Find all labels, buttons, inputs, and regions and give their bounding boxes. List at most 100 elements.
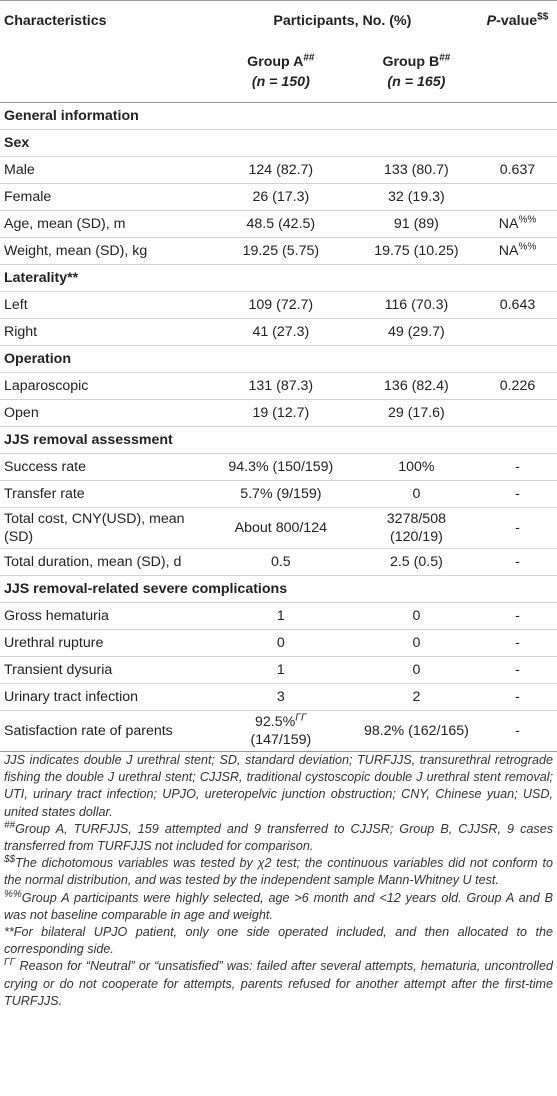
table-section-row: JJS removal-related severe complications	[0, 575, 557, 603]
group-b-value: 91 (89)	[354, 210, 478, 238]
row-label: Left	[0, 291, 207, 319]
group-a-value: 3	[206, 683, 355, 711]
results-table: Characteristics Participants, No. (%) P-…	[0, 0, 557, 752]
group-b-value: 2.5 (0.5)	[354, 548, 478, 576]
row-label: Urethral rupture	[0, 629, 207, 657]
p-value: -	[477, 480, 557, 508]
table-section-row: Laterality**	[0, 264, 557, 292]
header-group-a: Group A## (n = 150)	[206, 41, 355, 103]
table-row: Satisfaction rate of parents 92.5%ΓΓ (147/…	[0, 710, 557, 752]
row-label: Age, mean (SD), m	[0, 210, 207, 238]
table-section-row: General information	[0, 102, 557, 130]
p-value: -	[477, 548, 557, 576]
group-a-value: 124 (82.7)	[206, 156, 355, 184]
group-a-value: 48.5 (42.5)	[206, 210, 355, 238]
row-label: Laparoscopic	[0, 372, 207, 400]
header-group-b: Group B## (n = 165)	[354, 41, 478, 103]
group-a-value: 131 (87.3)	[206, 372, 355, 400]
section-label: JJS removal assessment	[0, 426, 557, 454]
table-row: Success rate 94.3% (150/159) 100% -	[0, 453, 557, 481]
footnote-abbreviations: JJS indicates double J urethral stent; S…	[4, 753, 553, 819]
p-value: NA%%	[477, 210, 557, 238]
group-a-value: 41 (27.3)	[206, 318, 355, 346]
section-label: Sex	[0, 129, 557, 157]
footnote-groups: ##Group A, TURFJJS, 159 attempted and 9 …	[4, 819, 553, 854]
p-value: -	[477, 453, 557, 481]
p-value	[477, 318, 557, 346]
group-b-value: 32 (19.3)	[354, 183, 478, 211]
footnote-selection: %%Group A participants were highly selec…	[4, 888, 553, 922]
header-group-a-n: (n = 150)	[251, 73, 310, 90]
table-row: Total cost, CNY(USD), mean (SD) About 800…	[0, 507, 557, 549]
row-label: Total cost, CNY(USD), mean (SD)	[0, 507, 207, 549]
group-a-value: 19 (12.7)	[206, 399, 355, 427]
table-row: Age, mean (SD), m 48.5 (42.5) 91 (89) NA%%	[0, 210, 557, 238]
header-participants: Participants, No. (%)	[206, 0, 478, 41]
row-label: Urinary tract infection	[0, 683, 207, 711]
section-label: Operation	[0, 345, 557, 373]
group-b-value: 136 (82.4)	[354, 372, 478, 400]
table-row: Transient dysuria 1 0-	[0, 656, 557, 684]
group-a-value: 1	[206, 656, 355, 684]
table-row: Urinary tract infection 3 2-	[0, 683, 557, 711]
group-a-value: About 800/124	[206, 507, 355, 549]
group-a-value: 1	[206, 602, 355, 630]
section-label: General information	[0, 102, 557, 130]
group-b-value: 0	[354, 656, 478, 684]
table-row: Right 41 (27.3) 49 (29.7)	[0, 318, 557, 346]
group-b-value: 0	[354, 629, 478, 657]
group-b-value: 19.75 (10.25)	[354, 237, 478, 265]
group-a-value: 26 (17.3)	[206, 183, 355, 211]
p-value	[477, 183, 557, 211]
table-row: Transfer rate 5.7% (9/159) 0-	[0, 480, 557, 508]
row-label: Open	[0, 399, 207, 427]
table-row: Female 26 (17.3) 32 (19.3)	[0, 183, 557, 211]
table-row: Urethral rupture 0 0-	[0, 629, 557, 657]
row-label: Success rate	[0, 453, 207, 481]
table-row: Left 109 (72.7) 116 (70.3) 0.643	[0, 291, 557, 319]
table-footnotes: JJS indicates double J urethral stent; S…	[4, 752, 553, 1010]
row-label: Right	[0, 318, 207, 346]
group-b-value: 49 (29.7)	[354, 318, 478, 346]
p-value: -	[477, 602, 557, 630]
table-row: Weight, mean (SD), kg 19.25 (5.75) 19.75 (…	[0, 237, 557, 265]
footnote-tests: $$The dichotomous variables was tested b…	[4, 854, 553, 888]
group-b-value: 133 (80.7)	[354, 156, 478, 184]
group-b-value: 100%	[354, 453, 478, 481]
group-a-value: 94.3% (150/159)	[206, 453, 355, 481]
p-value: 0.637	[477, 156, 557, 184]
row-label: Male	[0, 156, 207, 184]
section-label: Laterality**	[0, 264, 557, 292]
footnote-laterality: **For bilateral UPJO patient, only one s…	[4, 925, 553, 957]
p-value: NA%%	[477, 237, 557, 265]
p-value: 0.643	[477, 291, 557, 319]
group-a-value: 0.5	[206, 548, 355, 576]
group-a-value: 92.5%ΓΓ (147/159)	[206, 710, 355, 752]
row-label: Transient dysuria	[0, 656, 207, 684]
header-pvalue-sup: $$	[537, 11, 549, 23]
group-b-value: 3278/508 (120/19)	[354, 507, 478, 549]
group-b-value: 2	[354, 683, 478, 711]
header-group-b-n: (n = 165)	[387, 73, 446, 90]
row-label: Transfer rate	[0, 480, 207, 508]
p-value	[477, 399, 557, 427]
table-header-row: Characteristics Participants, No. (%) P-…	[0, 0, 557, 41]
group-b-value: 116 (70.3)	[354, 291, 478, 319]
group-b-value: 29 (17.6)	[354, 399, 478, 427]
p-value: -	[477, 507, 557, 549]
row-label: Total duration, mean (SD), d	[0, 548, 207, 576]
group-b-value: 0	[354, 602, 478, 630]
footnote-satisfaction: ΓΓ Reason for “Neutral” or “unsatisfied”…	[4, 957, 553, 1008]
p-value: 0.226	[477, 372, 557, 400]
row-label: Weight, mean (SD), kg	[0, 237, 207, 265]
table-body: General information Sex Male 124 (82.7) 133 …	[0, 102, 557, 752]
table-row: Laparoscopic 131 (87.3) 136 (82.4) 0.226	[0, 372, 557, 400]
header-pvalue: P-value$$	[477, 0, 557, 41]
group-a-value: 19.25 (5.75)	[206, 237, 355, 265]
group-a-value: 109 (72.7)	[206, 291, 355, 319]
table-row: Total duration, mean (SD), d 0.5 2.5 (0.5)…	[0, 548, 557, 576]
header-pvalue-rest: -value	[496, 13, 538, 29]
group-a-value: 0	[206, 629, 355, 657]
row-label: Female	[0, 183, 207, 211]
p-value: -	[477, 683, 557, 711]
